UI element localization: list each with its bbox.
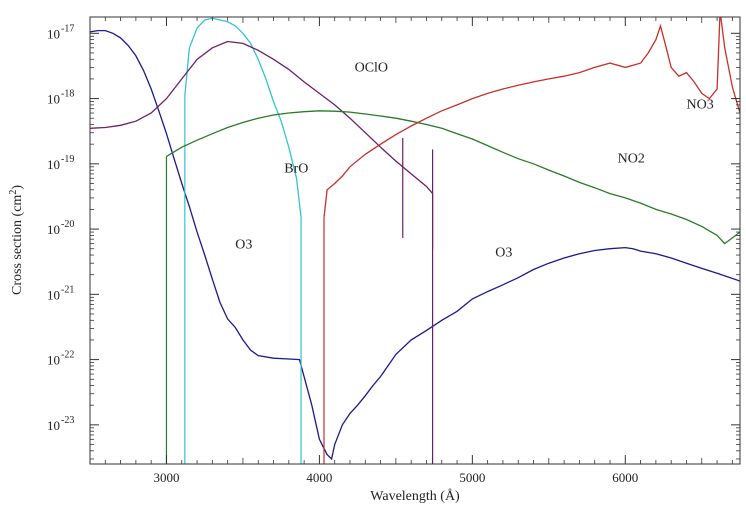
y-axis-label: Cross section (cm2) (8, 185, 25, 295)
series-line-bro (184, 17, 302, 218)
y-tick-label-exponent: -20 (61, 219, 74, 230)
y-tick-label-exponent: -17 (61, 23, 74, 34)
y-tick-label: 10 (47, 287, 60, 302)
y-tick-label: 10 (47, 92, 60, 107)
x-tick-label: 3000 (153, 470, 179, 485)
plot-frame (89, 16, 741, 465)
y-tick-label: 10 (47, 222, 60, 237)
series-line-oclo (90, 40, 434, 195)
x-tick-label: 4000 (306, 470, 332, 485)
y-axis-label-closing: ) (10, 185, 25, 190)
series-annotation-no2-3: NO2 (618, 151, 645, 166)
y-tick-label: 10 (47, 157, 60, 172)
series-line-no3 (323, 17, 740, 218)
x-tick-label: 6000 (612, 470, 638, 485)
y-tick-label-exponent: -23 (61, 415, 74, 426)
y-axis-label-text: Cross section (cm (10, 195, 25, 295)
series-annotation-no3-2: NO3 (686, 98, 713, 113)
y-axis-label-superscript: 2 (8, 190, 19, 195)
y-tick-label: 10 (47, 26, 60, 41)
y-tick-label-exponent: -19 (61, 154, 74, 165)
x-tick-label: 5000 (459, 470, 485, 485)
x-axis-label: Wavelength (Å) (370, 488, 460, 504)
series-annotation-o3-4: O3 (235, 238, 252, 253)
annotation-layer: OClO BrO NO3 NO2 O3 O3 (235, 60, 713, 260)
series-line-no2 (166, 110, 740, 245)
y-tick-label-exponent: -22 (61, 350, 74, 361)
series-annotation-o3-5: O3 (495, 246, 512, 261)
series-annotation-bro-1: BrO (284, 162, 308, 177)
y-tick-label-exponent: -18 (61, 89, 74, 100)
y-tick-label: 10 (47, 418, 60, 433)
axis-layer (89, 16, 741, 465)
series-annotation-oclo-0: OClO (355, 60, 388, 75)
y-tick-label-exponent: -21 (61, 284, 74, 295)
series-line-o3 (90, 29, 740, 461)
series-layer (90, 17, 740, 464)
y-tick-label: 10 (47, 353, 60, 368)
